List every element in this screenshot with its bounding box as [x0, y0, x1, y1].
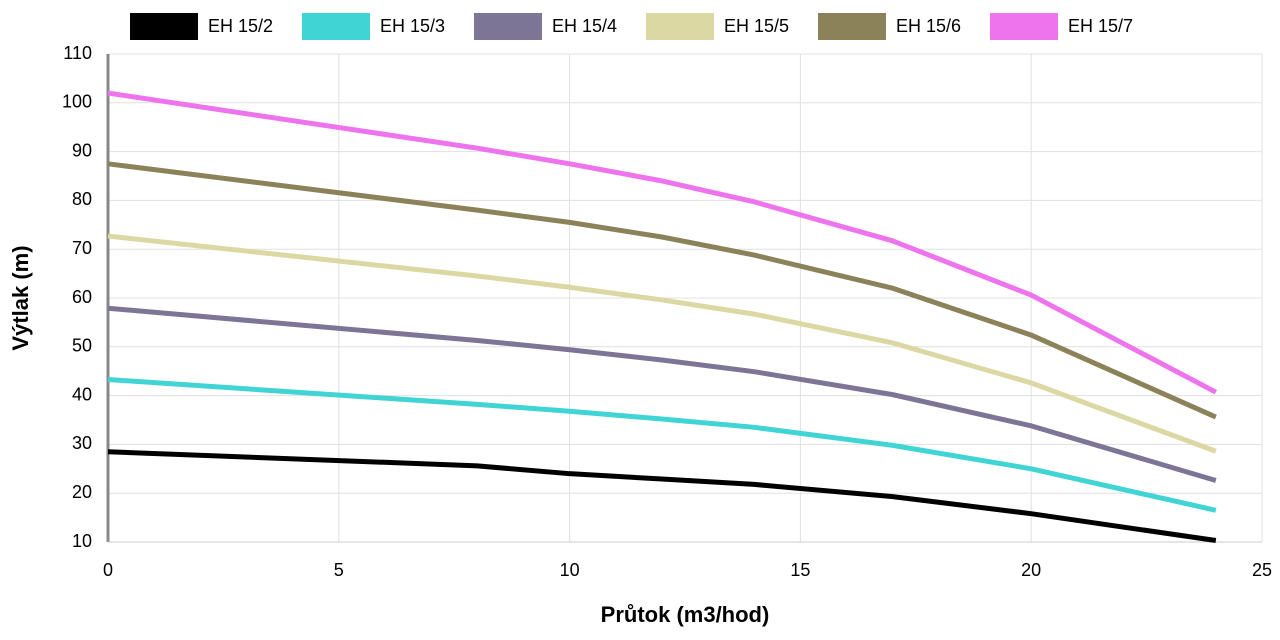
legend-swatch [474, 13, 542, 40]
series-line [107, 377, 1217, 513]
legend-label: EH 15/5 [724, 16, 789, 36]
x-tick-label: 20 [1021, 560, 1041, 580]
y-tick-label: 30 [72, 433, 92, 453]
legend-swatch [990, 13, 1058, 40]
y-tick-label: 20 [72, 482, 92, 502]
y-axis-title: Výtlak (m) [8, 245, 33, 350]
y-tick-label: 80 [72, 189, 92, 209]
x-tick-label: 15 [790, 560, 810, 580]
legend-label: EH 15/4 [552, 16, 617, 36]
y-tick-label: 50 [72, 336, 92, 356]
legend-swatch [646, 13, 714, 40]
y-tick-label: 100 [62, 92, 92, 112]
y-tick-label: 40 [72, 384, 92, 404]
x-tick-label: 25 [1252, 560, 1272, 580]
legend-label: EH 15/2 [208, 16, 273, 36]
y-tick-label: 60 [72, 287, 92, 307]
y-tick-label: 90 [72, 140, 92, 160]
x-tick-label: 0 [103, 560, 113, 580]
legend-swatch [818, 13, 886, 40]
series-line [107, 90, 1218, 395]
legend-swatch [302, 13, 370, 40]
series-line [107, 161, 1217, 420]
legend-swatch [130, 13, 198, 40]
x-tick-label: 5 [334, 560, 344, 580]
x-tick-label: 10 [560, 560, 580, 580]
series-line [107, 305, 1217, 483]
y-tick-label: 110 [63, 43, 92, 63]
y-tick-label: 10 [72, 531, 92, 551]
series-line [107, 233, 1217, 454]
y-tick-label: 70 [72, 238, 92, 258]
legend-label: EH 15/7 [1068, 16, 1133, 36]
x-axis-title: Průtok (m3/hod) [601, 602, 770, 627]
legend-label: EH 15/3 [380, 16, 445, 36]
legend-label: EH 15/6 [896, 16, 961, 36]
series-line [107, 449, 1217, 544]
